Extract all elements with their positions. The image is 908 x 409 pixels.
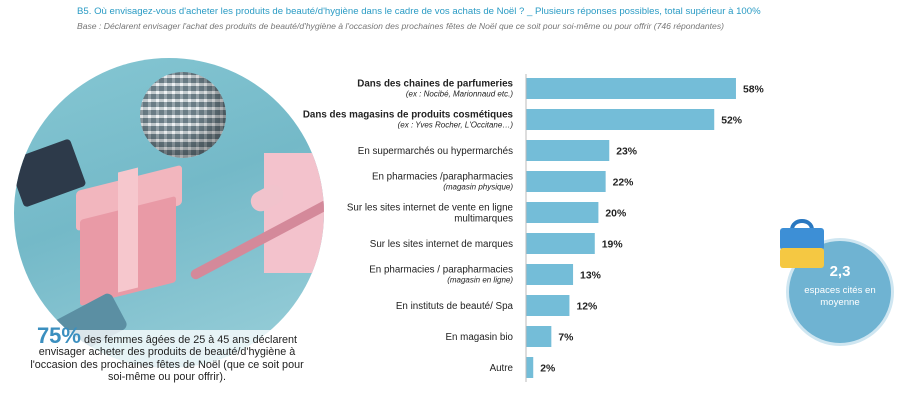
bar-4 (526, 171, 606, 192)
bar-value-label-3: 23% (616, 147, 637, 158)
average-caption-line-1: espaces cités en (804, 285, 876, 296)
question-title: B5. Où envisagez-vous d'acheter les prod… (77, 6, 761, 17)
category-label-6: Sur les sites internet de marques (370, 239, 513, 250)
average-caption: espaces cités en moyenne (799, 285, 881, 309)
bar-9 (526, 326, 552, 347)
bar-10 (526, 357, 534, 378)
category-label-10: Autre (490, 363, 514, 374)
callout-line-3: l'occasion des prochaines fêtes de Noël … (30, 358, 304, 371)
category-sublabel-4: (magasin physique) (443, 183, 513, 192)
bar-7 (526, 264, 574, 285)
bar-value-label-4: 22% (613, 178, 634, 189)
category-label-7: En pharmacies / parapharmacies (369, 265, 513, 276)
category-label-5-line-1: Sur les sites internet de vente en ligne (347, 203, 514, 214)
bar-8 (526, 295, 570, 316)
bar-value-label-1: 58% (743, 85, 764, 96)
callout-text-1: des femmes âgées de 25 à 45 ans déclaren… (80, 334, 298, 346)
question-base: Base : Déclarent envisager l'achat des p… (77, 21, 724, 31)
bar-6 (526, 233, 595, 254)
bar-value-label-8: 12% (576, 302, 597, 313)
bar-value-label-9: 7% (558, 333, 573, 344)
bar-value-label-2: 52% (721, 116, 742, 127)
disco-ball-shape (140, 72, 226, 158)
category-label-8: En instituts de beauté/ Spa (396, 301, 514, 312)
bar-2 (526, 109, 715, 130)
statistic-callout: 75% des femmes âgées de 25 à 45 ans décl… (14, 325, 320, 409)
category-label-4: En pharmacies /parapharmacies (372, 172, 513, 183)
callout-line-4: soi-même ou pour offrir). (107, 371, 226, 384)
category-label-2: Dans des magasins de produits cosmétique… (303, 110, 514, 121)
category-sublabel-7: (magasin en ligne) (447, 276, 513, 285)
christmas-beauty-photo (14, 58, 324, 368)
bar-3 (526, 140, 610, 161)
category-label-3: En supermarchés ou hypermarchés (358, 146, 513, 157)
category-sublabel-2: (ex : Yves Rocher, L'Occitane…) (398, 121, 514, 130)
category-sublabel-1: (ex : Nocibé, Marionnaud etc.) (406, 90, 513, 99)
bar-1 (526, 78, 736, 99)
callout-line-1: 75% des femmes âgées de 25 à 45 ans décl… (14, 325, 320, 347)
category-label-1: Dans des chaines de parfumeries (357, 79, 513, 90)
average-caption-line-2: moyenne (820, 297, 860, 308)
category-label-9: En magasin bio (445, 332, 513, 343)
callout-line-2: envisager acheter des produits de beauté… (38, 346, 296, 359)
bar-value-label-5: 20% (605, 209, 626, 220)
bar-value-label-7: 13% (580, 271, 601, 282)
callout-percent: 75% (36, 323, 81, 348)
bar-value-label-10: 2% (540, 364, 555, 375)
shopping-bag-icon (780, 219, 824, 268)
average-number: 2,3 (829, 263, 851, 280)
bar-5 (526, 202, 599, 223)
category-label-5-line-2: multimarques (454, 214, 513, 225)
bar-value-label-6: 19% (602, 240, 623, 251)
